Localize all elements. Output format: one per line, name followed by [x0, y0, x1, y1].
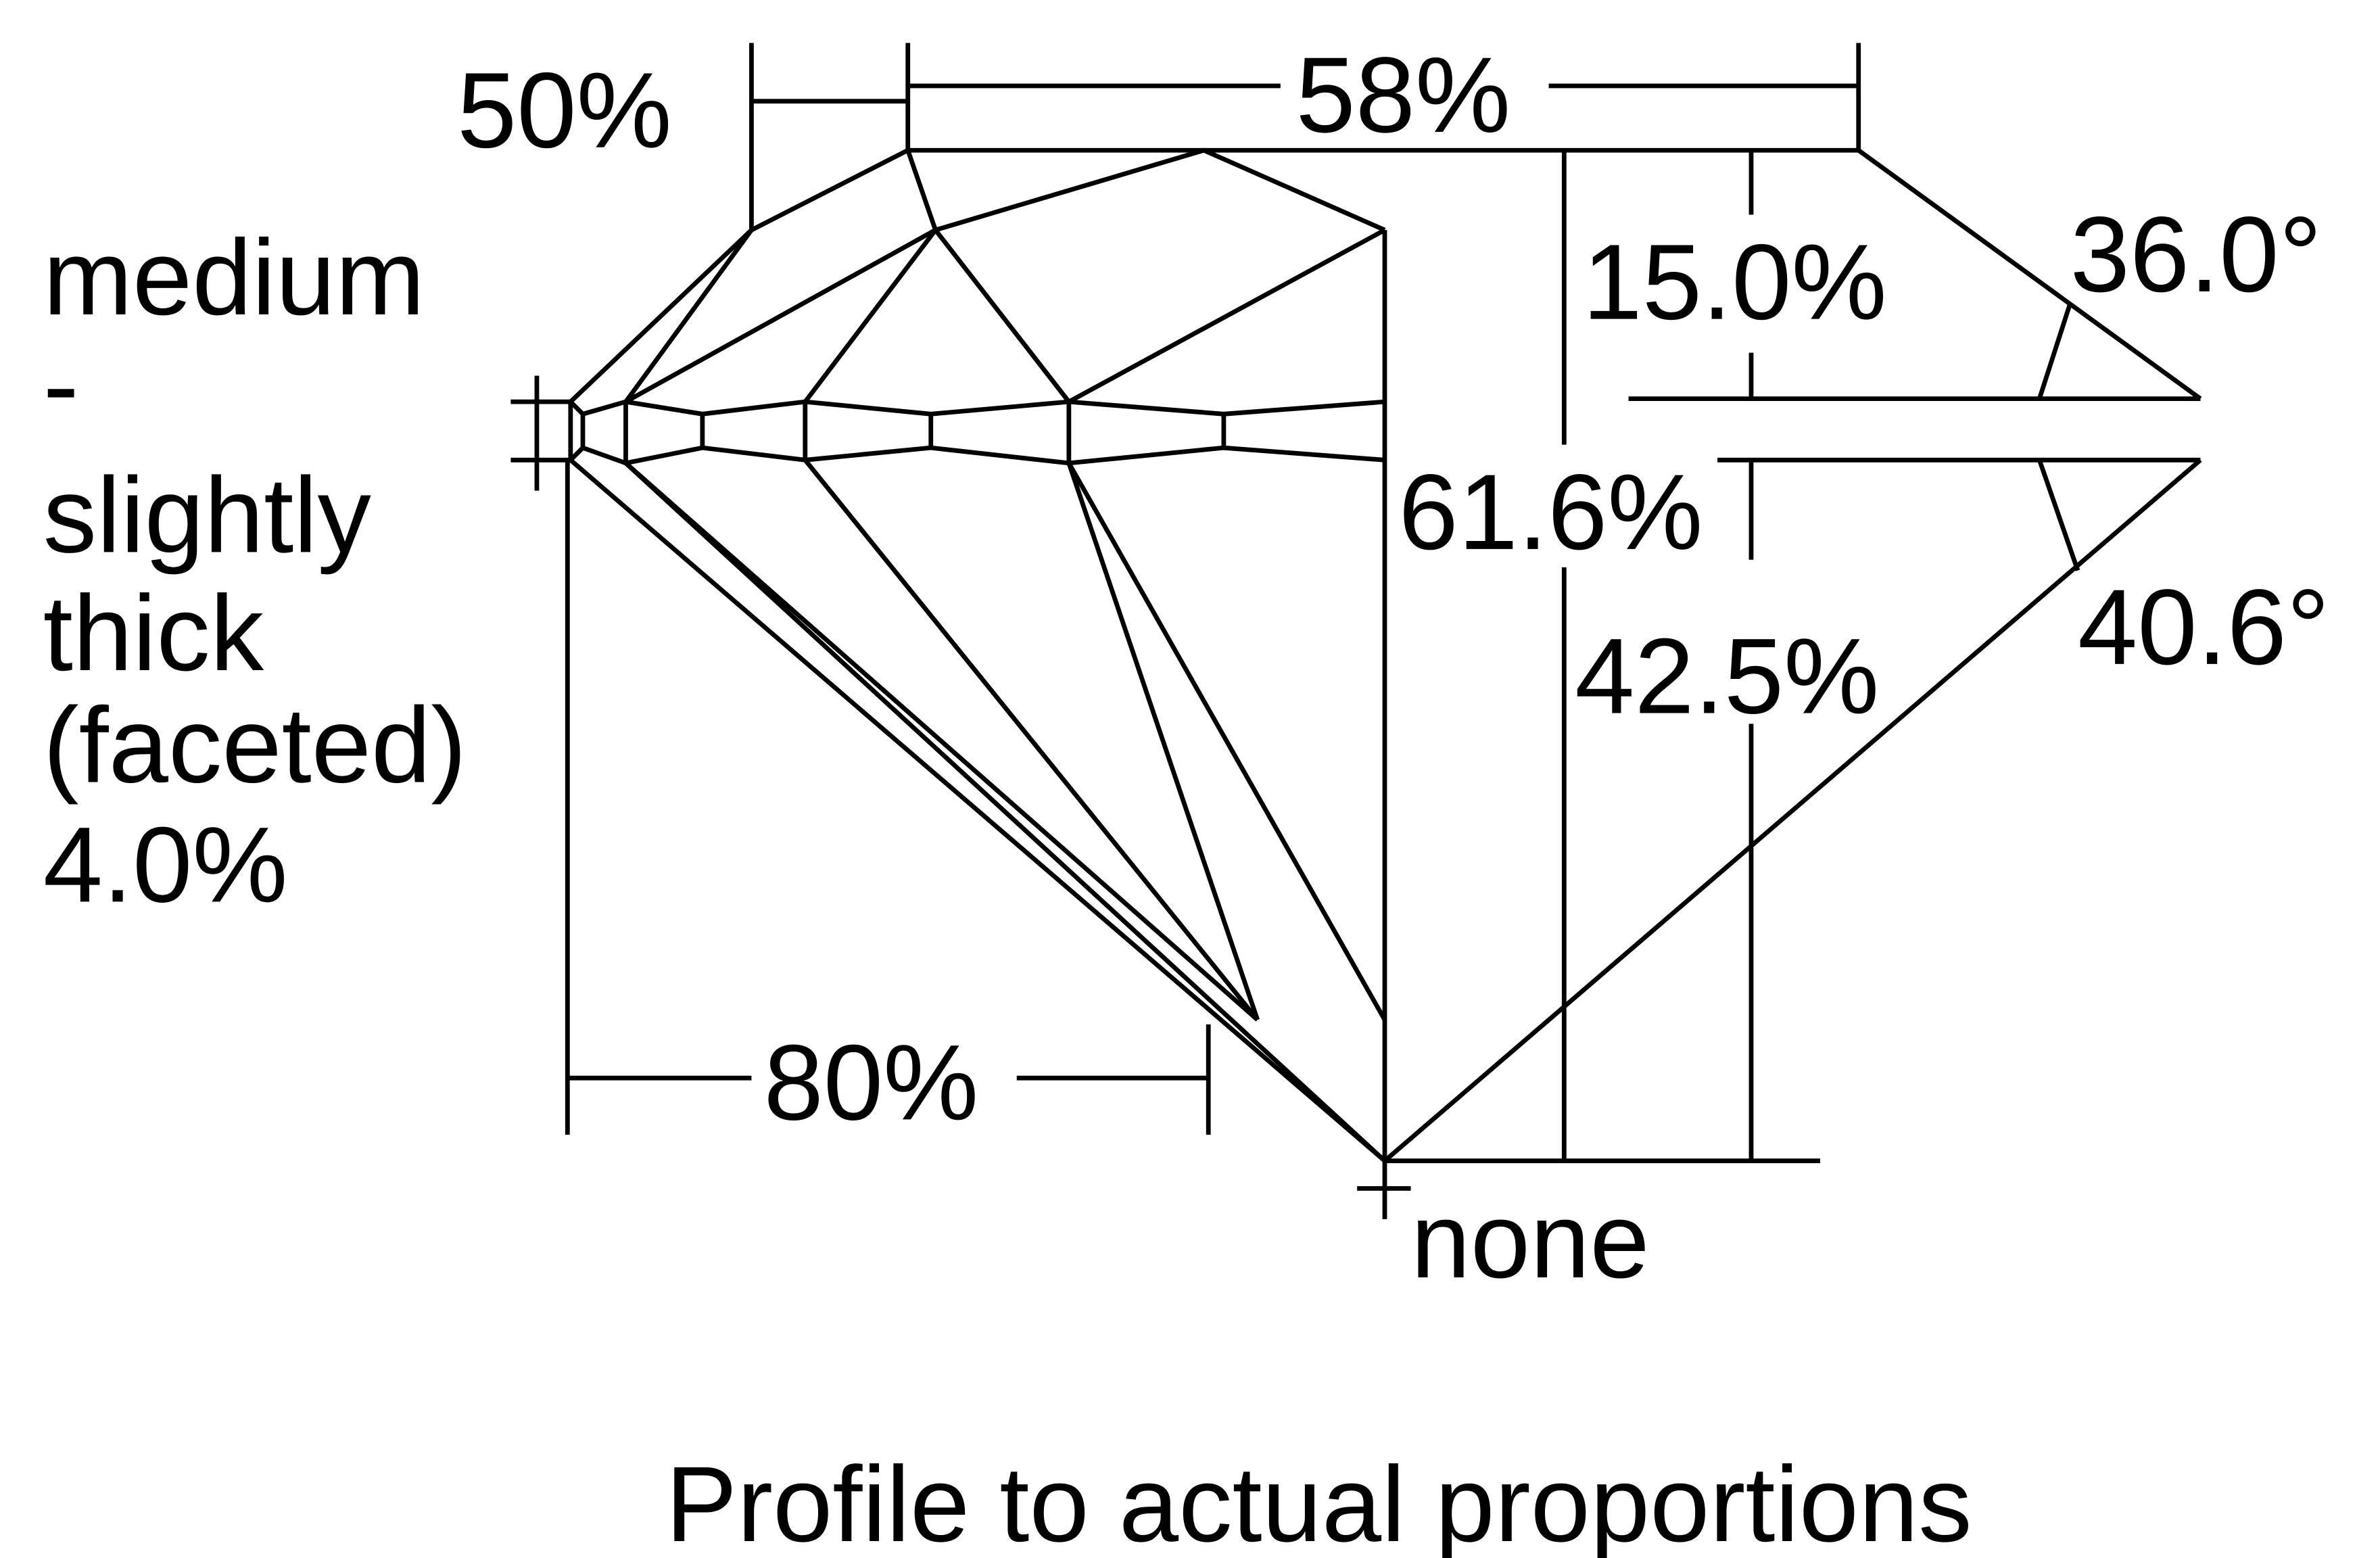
- crown-facet: [623, 229, 754, 404]
- pavilion-right-outline: [1383, 458, 2202, 1163]
- crown-facet: [933, 229, 1071, 404]
- crown-facet: [624, 228, 937, 404]
- lower-half-dimension: [565, 460, 1211, 1135]
- pavilion-facet: [1066, 462, 1387, 1021]
- labels: 50% 58% medium - slightly thick (faceted…: [43, 34, 2330, 1558]
- caption: Profile to actual proportions: [665, 1444, 1972, 1558]
- crown-facet: [803, 229, 938, 404]
- crown-right-outline: [1857, 148, 2202, 401]
- culet-label: none: [1411, 1180, 1650, 1300]
- crown-left-outline: [569, 147, 1386, 404]
- crown-facet: [1068, 228, 1386, 404]
- lower-half-label: 80%: [764, 1022, 979, 1142]
- pavilion-angle-label: 40.6°: [2078, 567, 2329, 687]
- pavilion-facet: [1066, 462, 1260, 1021]
- pavilion-facet: [624, 461, 1260, 1022]
- girdle-cross-mark: [510, 375, 571, 491]
- crown-height-pct-label: 50%: [457, 50, 672, 170]
- girdle-label-line: 4.0%: [43, 804, 288, 924]
- pavilion-depth-label: 42.5%: [1575, 615, 1879, 736]
- top-dimensions: [749, 43, 1861, 231]
- pavilion-facet: [803, 458, 1260, 1022]
- table-pct-label: 58%: [1295, 34, 1510, 155]
- pavilion-facet: [624, 461, 1387, 1163]
- girdle-label-line: thick: [43, 573, 264, 693]
- culet-cross-mark: [1357, 1160, 1411, 1219]
- girdle-label-line: -: [43, 325, 79, 445]
- girdle-label-line: slightly: [43, 454, 372, 575]
- angle-dimensions: [1628, 302, 2201, 571]
- pavilion-outline: [569, 458, 1387, 1163]
- dimension-lines: [510, 43, 2201, 1219]
- diamond-outline: [568, 147, 2202, 1163]
- girdle-facets: [568, 402, 1227, 463]
- crown-height-label: 15.0%: [1583, 222, 1887, 342]
- crown-angle-label: 36.0°: [2070, 194, 2322, 314]
- total-depth-label: 61.6%: [1398, 452, 1703, 572]
- girdle-bottom: [569, 445, 1385, 466]
- girdle-label-line: medium: [43, 217, 425, 337]
- girdle-top: [569, 399, 1385, 417]
- girdle-label-line: (faceted): [43, 685, 467, 805]
